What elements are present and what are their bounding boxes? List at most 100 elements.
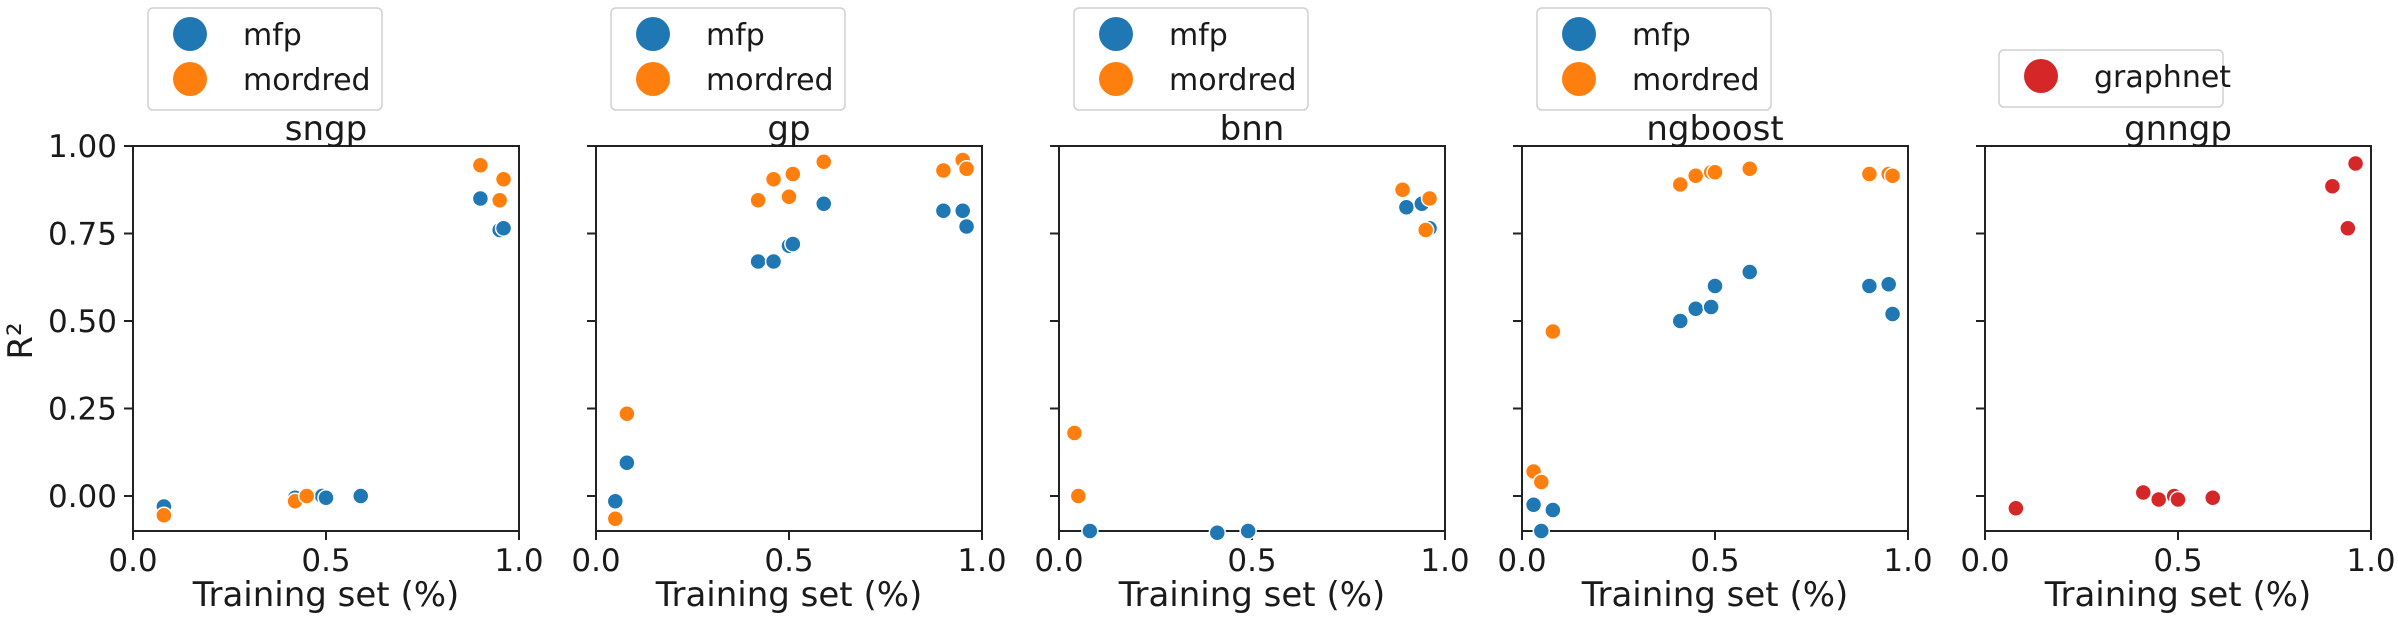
x-tick-label: 1.0: [494, 543, 543, 579]
legend-label-mfp: mfp: [1169, 18, 1228, 53]
legend: mfp mordred: [1536, 7, 1772, 111]
data-point-mfp: [957, 217, 976, 236]
data-point-mfp: [1879, 275, 1898, 293]
panel-title: bnn: [1220, 109, 1285, 149]
data-point-graphnet: [2346, 154, 2365, 173]
data-point-mfp: [1081, 522, 1099, 540]
legend-marker-mordred: [1099, 62, 1133, 96]
x-tick-label: 0.0: [1034, 543, 1083, 579]
data-point-mordred: [606, 510, 625, 528]
panel-bnn: bnn 0.0 0.5 1.0 Training set (%) mfp mordred: [1034, 7, 1470, 615]
legend-marker-mfp: [1562, 17, 1596, 51]
axes-frame: [1984, 145, 2372, 532]
x-tick-label: 0.0: [571, 543, 620, 579]
data-point-mordred: [471, 156, 490, 174]
panel-title: gp: [767, 109, 810, 149]
legend: mfp mordred: [610, 7, 846, 111]
data-point-mordred: [297, 487, 316, 505]
x-tick-label: 1.0: [2346, 543, 2395, 579]
data-point-mfp: [618, 454, 636, 472]
legend-marker-mordred: [636, 62, 670, 96]
panel-title: sngp: [285, 109, 367, 149]
data-point-mfp: [1208, 524, 1227, 542]
x-tick-label: 1.0: [1420, 543, 1469, 579]
y-axis-label: R²: [1, 322, 41, 359]
data-point-graphnet: [2169, 490, 2187, 509]
data-point-mfp: [351, 487, 370, 505]
data-point-mordred: [1883, 167, 1902, 185]
data-point-graphnet: [2149, 490, 2168, 509]
data-point-mordred: [814, 153, 833, 171]
x-tick-label: 0.5: [2153, 543, 2202, 579]
x-tick-label: 0.5: [1690, 543, 1739, 579]
x-tick-label: 0.0: [108, 543, 157, 579]
data-point-mordred: [784, 165, 802, 183]
data-point-mfp: [1671, 312, 1690, 330]
x-axis-label: Training set (%): [655, 575, 923, 615]
data-point-mfp: [1397, 198, 1416, 216]
y-tick-label: 0.25: [48, 392, 117, 428]
y-tick-label: 0.50: [48, 304, 117, 340]
panel-gp: gp 0.0 0.5 1.0 Training set (%) mfp mordred: [571, 7, 1007, 615]
axes-frame: [1521, 145, 1909, 532]
data-point-mfp: [764, 252, 783, 271]
x-axis-label: Training set (%): [1118, 575, 1386, 615]
data-point-mordred: [1393, 181, 1412, 199]
data-point-graphnet: [2323, 177, 2342, 195]
x-axis-label: Training set (%): [192, 575, 460, 615]
data-point-mfp: [606, 492, 625, 510]
panel-sngp: sngp 0.0 0.5 1.0 0.00 0.25 0.50 0.75 1.00 Trainin…: [48, 7, 544, 615]
x-tick-label: 0.0: [1497, 543, 1546, 579]
data-point-mfp: [1740, 263, 1759, 281]
axes-frame: [132, 145, 520, 532]
data-point-mordred: [1740, 160, 1759, 178]
data-point-mordred: [1544, 322, 1562, 341]
y-tick-label: 0.75: [48, 217, 117, 253]
data-point-mfp: [749, 252, 767, 271]
data-point-mordred: [1671, 175, 1690, 194]
legend-box: [1998, 49, 2224, 108]
data-point-mordred: [494, 170, 513, 188]
data-point-mfp: [1532, 522, 1551, 540]
data-point-mfp: [1239, 522, 1257, 540]
data-point-mfp: [1706, 277, 1724, 295]
data-point-mfp: [784, 235, 802, 253]
legend-marker-mfp: [636, 17, 670, 51]
data-point-graphnet: [2134, 483, 2153, 502]
legend-marker-mordred: [1562, 62, 1596, 96]
x-tick-label: 0.0: [1960, 543, 2009, 579]
data-point-mfp: [494, 219, 513, 237]
x-axis-label: Training set (%): [1581, 575, 1849, 615]
x-tick-label: 0.5: [764, 543, 813, 579]
y-tick-label: 1.00: [48, 129, 117, 165]
data-point-mordred: [764, 170, 783, 188]
data-point-mordred: [1065, 424, 1084, 442]
legend: graphnet: [1998, 49, 2231, 108]
x-tick-label: 0.5: [301, 543, 350, 579]
data-point-mordred: [957, 160, 976, 178]
legend-label-mordred: mordred: [243, 63, 371, 98]
legend-label-mfp: mfp: [1632, 18, 1691, 53]
data-point-mordred: [749, 191, 767, 209]
data-point-mordred: [490, 191, 509, 209]
legend-label-mordred: mordred: [1632, 63, 1760, 98]
panel-title: gnngp: [2124, 109, 2232, 149]
data-point-mfp: [1686, 300, 1705, 318]
x-axis-label: Training set (%): [2044, 575, 2312, 615]
legend-label-mfp: mfp: [243, 18, 302, 53]
data-point-mfp: [1883, 305, 1902, 323]
x-tick-label: 1.0: [1883, 543, 1932, 579]
data-point-mordred: [1069, 487, 1088, 505]
legend-label-mordred: mordred: [1169, 63, 1297, 98]
legend: mfp mordred: [147, 7, 383, 111]
panel-ngboost: ngboost 0.0 0.5 1.0 Training set (%) mfp mordr…: [1497, 7, 1933, 615]
legend-marker-graphnet: [2024, 59, 2058, 93]
data-point-mfp: [953, 202, 972, 220]
data-point-mordred: [1416, 221, 1435, 239]
panel-title: ngboost: [1646, 109, 1783, 149]
axes-frame: [1058, 145, 1446, 532]
x-tick-label: 1.0: [957, 543, 1006, 579]
legend-label-graphnet: graphnet: [2094, 60, 2231, 95]
y-tick-label: 0.00: [48, 479, 117, 515]
